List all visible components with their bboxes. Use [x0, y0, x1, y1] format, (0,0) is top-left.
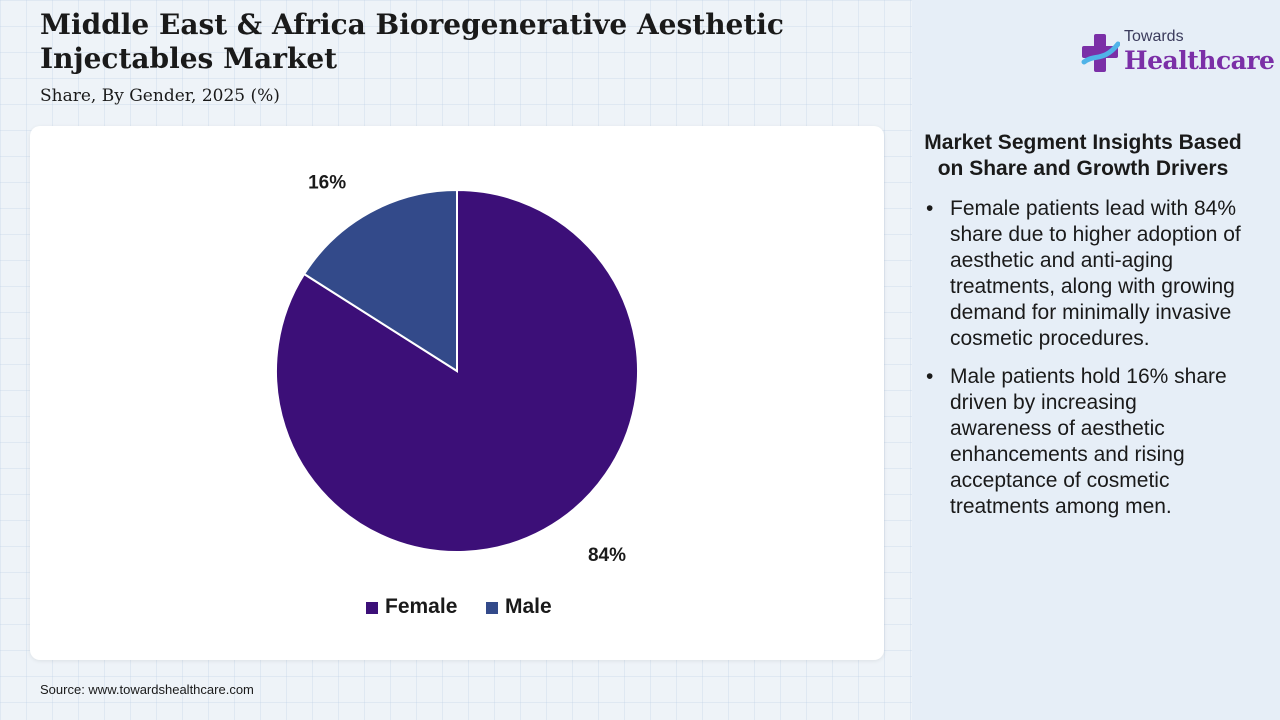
insight-item: • Female patients lead with 84% share du…	[922, 196, 1244, 352]
cross-logo-icon	[1081, 34, 1120, 72]
pie-chart: 84% 16% Female Male	[275, 173, 639, 618]
page-subtitle: Share, By Gender, 2025 (%)	[40, 86, 280, 106]
brand-logo: Towards Healthcare	[1080, 28, 1275, 78]
source-note: Source: www.towardshealthcare.com	[40, 682, 254, 697]
insights-panel: Market Segment Insights Based on Share a…	[922, 130, 1244, 532]
data-label-female: 84%	[588, 545, 626, 566]
legend-item-female: Female	[366, 595, 457, 618]
legend-item-male: Male	[486, 595, 552, 618]
legend-swatch-male	[486, 602, 498, 614]
insight-text: Female patients lead with 84% share due …	[950, 197, 1241, 350]
logo-text-top: Towards	[1124, 28, 1184, 45]
chart-card: 84% 16% Female Male	[30, 126, 884, 660]
bullet-icon: •	[926, 197, 934, 220]
pie-slice-male	[302, 188, 458, 373]
legend-swatch-female	[366, 602, 378, 614]
insight-text: Male patients hold 16% share driven by i…	[950, 365, 1227, 518]
insights-list: • Female patients lead with 84% share du…	[922, 196, 1244, 520]
insights-title: Market Segment Insights Based on Share a…	[924, 131, 1242, 180]
insights-background	[912, 0, 1280, 720]
logo-text-main: Healthcare	[1124, 46, 1275, 75]
data-label-male: 16%	[308, 173, 346, 194]
page-title: Middle East & Africa Bioregenerative Aes…	[40, 8, 784, 75]
bullet-icon: •	[926, 365, 934, 388]
legend-label-female: Female	[385, 595, 457, 618]
insight-item: • Male patients hold 16% share driven by…	[922, 364, 1244, 520]
legend-label-male: Male	[505, 595, 552, 618]
